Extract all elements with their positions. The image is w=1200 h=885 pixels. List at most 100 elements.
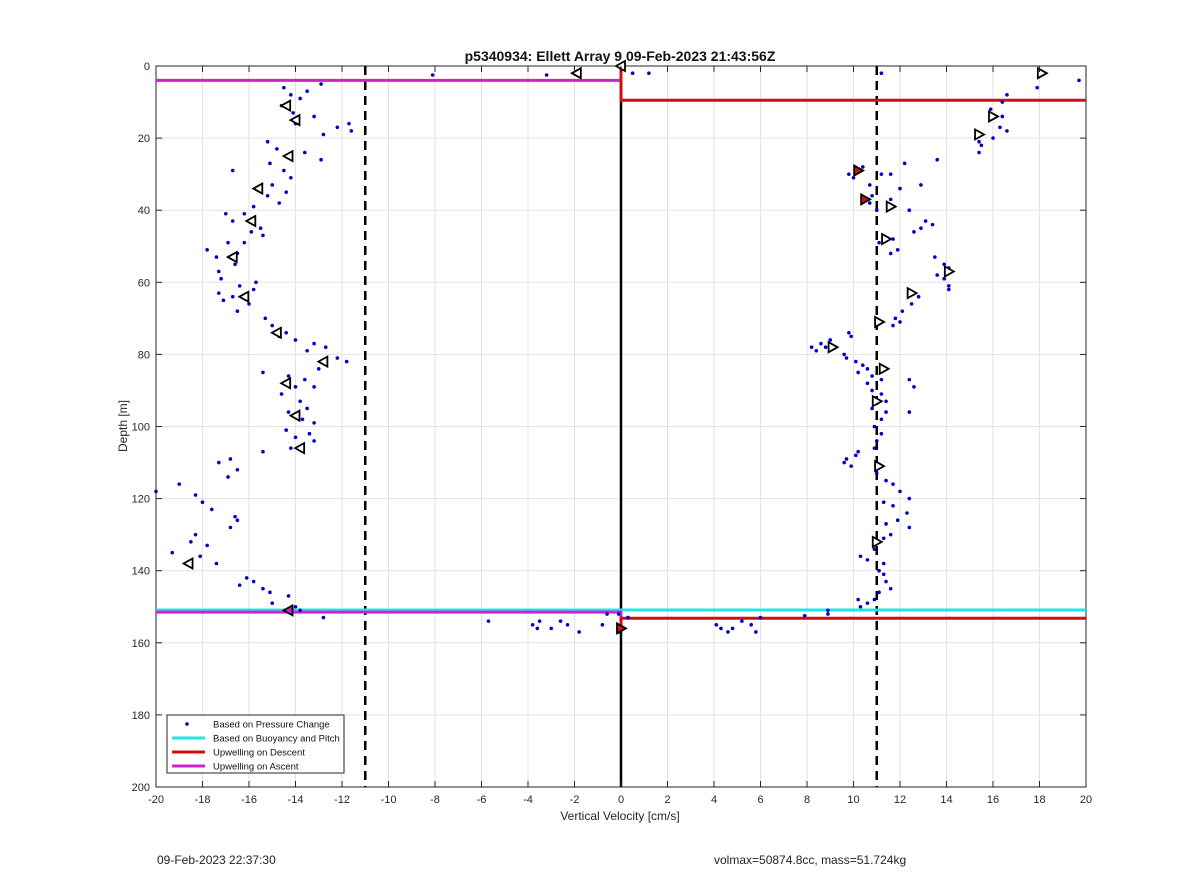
triangle-marker bbox=[906, 286, 919, 300]
data-point bbox=[293, 604, 298, 609]
chart-title: p5340934: Ellett Array 9 09-Feb-2023 21:… bbox=[465, 48, 776, 64]
data-point bbox=[912, 230, 916, 234]
data-point bbox=[226, 475, 230, 479]
data-point bbox=[842, 352, 846, 357]
data-point bbox=[856, 370, 860, 375]
data-point bbox=[879, 417, 884, 422]
data-point bbox=[205, 248, 209, 252]
data-point bbox=[261, 370, 265, 375]
data-point bbox=[872, 446, 877, 450]
data-point bbox=[849, 334, 853, 339]
data-point bbox=[907, 208, 912, 212]
legend-swatch-dot bbox=[185, 722, 189, 726]
data-point bbox=[881, 500, 886, 505]
data-point bbox=[977, 150, 981, 155]
data-point bbox=[261, 586, 265, 591]
x-tick-label: 18 bbox=[1033, 794, 1045, 806]
data-point bbox=[867, 201, 872, 205]
data-point bbox=[872, 547, 877, 551]
data-point bbox=[244, 576, 249, 580]
data-point bbox=[307, 431, 312, 436]
data-point bbox=[942, 276, 946, 281]
data-point bbox=[430, 73, 435, 77]
data-point bbox=[861, 165, 865, 169]
y-tick-label: 40 bbox=[138, 205, 150, 217]
data-point bbox=[293, 435, 298, 440]
data-point bbox=[258, 226, 263, 231]
data-point bbox=[565, 622, 570, 627]
triangle-marker bbox=[860, 192, 872, 206]
triangle-marker bbox=[251, 182, 264, 196]
data-point bbox=[647, 71, 651, 76]
data-point bbox=[874, 208, 879, 212]
data-point bbox=[286, 374, 291, 378]
data-point bbox=[907, 496, 912, 501]
data-point bbox=[942, 262, 946, 267]
data-point bbox=[714, 622, 719, 627]
data-point bbox=[251, 204, 256, 209]
data-point bbox=[275, 147, 279, 151]
data-point bbox=[879, 377, 884, 382]
triangle-marker bbox=[270, 326, 282, 340]
triangle-marker bbox=[874, 459, 886, 473]
axis-ticks: -20 -18 -16 -14 -12 -10 -8 -6 -4 -2 0 2 4 6 8 10 12 14 16 1… bbox=[132, 61, 1092, 806]
data-point bbox=[916, 294, 921, 299]
data-point bbox=[289, 446, 293, 450]
data-point bbox=[870, 193, 874, 198]
data-point bbox=[844, 356, 849, 360]
data-point bbox=[312, 439, 316, 443]
data-point bbox=[1077, 78, 1081, 83]
data-point bbox=[977, 139, 981, 144]
data-point bbox=[265, 193, 270, 198]
triangle-marker bbox=[281, 149, 294, 163]
data-point bbox=[858, 554, 863, 559]
data-point bbox=[235, 309, 240, 313]
data-point bbox=[749, 622, 753, 627]
data-point bbox=[537, 619, 542, 623]
y-tick-label: 120 bbox=[132, 494, 150, 506]
data-point bbox=[193, 532, 198, 537]
data-point bbox=[881, 561, 886, 566]
y-tick-label: 200 bbox=[132, 782, 150, 794]
data-point bbox=[844, 457, 849, 461]
data-point bbox=[216, 291, 221, 295]
legend-label: Based on Pressure Change bbox=[213, 720, 330, 731]
data-point bbox=[907, 377, 912, 382]
data-point bbox=[265, 139, 270, 144]
data-point bbox=[865, 381, 870, 386]
x-tick-label: -18 bbox=[195, 794, 211, 806]
x-tick-label: 12 bbox=[894, 794, 906, 806]
triangle-marker bbox=[853, 164, 866, 178]
x-tick-label: -4 bbox=[523, 794, 533, 806]
data-point bbox=[247, 302, 251, 306]
data-point bbox=[819, 341, 823, 346]
data-point bbox=[214, 561, 219, 566]
data-point bbox=[888, 197, 893, 202]
data-point bbox=[979, 143, 984, 148]
data-point bbox=[270, 323, 275, 328]
data-point bbox=[544, 73, 549, 77]
data-point bbox=[884, 399, 888, 404]
data-point bbox=[286, 594, 291, 598]
data-point bbox=[874, 471, 879, 476]
data-point bbox=[319, 82, 323, 86]
data-point bbox=[263, 316, 268, 321]
data-point bbox=[900, 309, 905, 313]
data-point bbox=[879, 172, 884, 176]
triangle-marker bbox=[316, 355, 329, 369]
data-point bbox=[233, 262, 237, 267]
triangle-marker bbox=[881, 232, 893, 246]
data-point bbox=[867, 183, 872, 187]
x-axis-label: Vertical Velocity [cm/s] bbox=[560, 809, 679, 823]
data-point bbox=[891, 323, 895, 328]
data-point bbox=[226, 240, 230, 245]
data-point bbox=[300, 417, 305, 422]
data-point bbox=[865, 367, 870, 371]
data-point bbox=[1000, 114, 1005, 119]
data-point bbox=[154, 489, 158, 494]
series-line bbox=[619, 66, 1086, 102]
data-point bbox=[303, 377, 307, 382]
data-point bbox=[312, 421, 316, 425]
data-point bbox=[935, 157, 939, 162]
